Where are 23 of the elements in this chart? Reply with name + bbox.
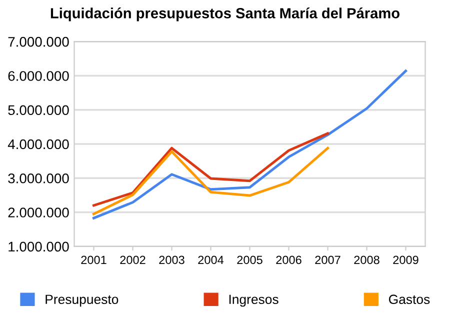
y-tick-label: 7.000.000 (8, 36, 69, 47)
x-tick-label: 2009 (393, 256, 418, 264)
x-tick-label: 2003 (159, 256, 184, 264)
line-series (92, 70, 407, 220)
line-series (92, 146, 329, 216)
y-tick-label: 1.000.000 (8, 242, 69, 252)
legend-label: Gastos (389, 294, 430, 304)
y-tick-label: 3.000.000 (8, 173, 69, 184)
x-tick-label: 2004 (198, 256, 224, 264)
line-series (92, 132, 329, 207)
y-tick-label: 5.000.000 (8, 105, 69, 116)
x-tick-label: 2006 (276, 256, 302, 264)
x-tick-label: 2001 (81, 256, 106, 264)
y-tick-label: 6.000.000 (8, 71, 69, 81)
y-tick-label: 4.000.000 (8, 139, 69, 150)
x-tick-label: 2005 (237, 256, 262, 264)
legend-label: Ingresos (229, 294, 278, 307)
x-tick-label: 2002 (120, 256, 146, 264)
chart-title: Liquidación presupuestos Santa María del Páramo (50, 8, 400, 22)
legend-label: Presupuesto (46, 294, 118, 307)
x-tick-label: 2008 (354, 256, 380, 264)
x-tick-label: 2007 (315, 256, 340, 264)
y-tick-label: 2.000.000 (8, 208, 69, 218)
